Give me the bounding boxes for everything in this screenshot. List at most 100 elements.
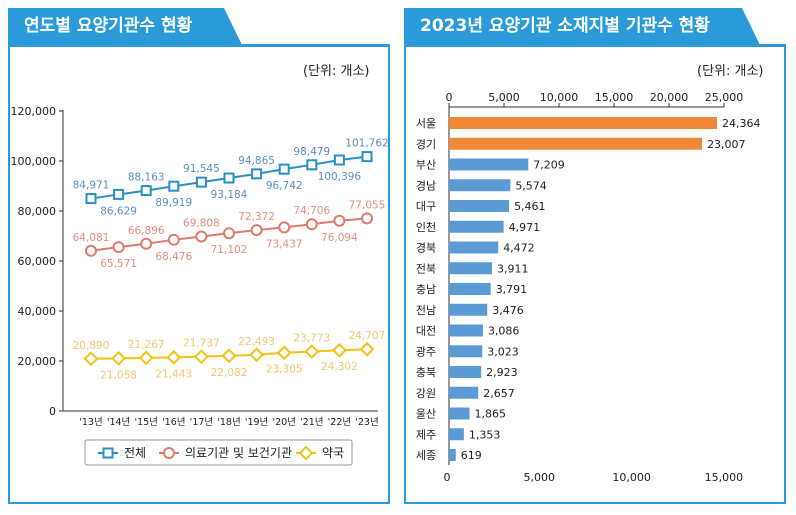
bar-3	[449, 179, 511, 192]
bar-value-label: 5,461	[514, 200, 546, 213]
bar-5	[449, 220, 504, 233]
top-tick-label: 25,000	[705, 91, 744, 104]
data-point	[278, 163, 290, 175]
data-point	[112, 241, 125, 254]
bar-value-label: 619	[461, 449, 482, 462]
x-tick-label: '13년	[79, 417, 102, 428]
data-label: 89,919	[155, 197, 192, 209]
data-point	[333, 214, 346, 227]
y-tick-label: 60,000	[18, 255, 57, 268]
data-label: 101,762	[345, 138, 388, 150]
bar-value-label: 2,657	[483, 387, 515, 400]
data-label: 73,437	[266, 238, 303, 250]
bar-value-label: 4,472	[503, 242, 535, 255]
bottom-tick-label: 10,000	[612, 471, 651, 484]
category-label: 광주	[416, 345, 436, 358]
top-tick-label: 15,000	[595, 91, 634, 104]
data-point	[250, 224, 263, 237]
data-label: 64,081	[73, 232, 110, 244]
data-label: 72,372	[238, 211, 275, 223]
legend-label: 전체	[124, 446, 146, 460]
data-point	[278, 221, 291, 234]
data-label: 69,808	[183, 217, 220, 229]
legend-box	[84, 439, 353, 466]
bar-4	[449, 200, 510, 212]
data-point	[223, 227, 235, 240]
category-label: 전북	[416, 262, 436, 275]
left-panel	[8, 44, 390, 504]
data-point	[276, 345, 292, 361]
y-tick-label: 40,000	[18, 305, 57, 318]
bar-value-label: 3,911	[497, 262, 529, 275]
bar-11	[449, 345, 483, 358]
data-point	[305, 218, 318, 231]
x-tick-label: '14년	[107, 417, 130, 428]
y-tick-label: 20,000	[18, 355, 57, 368]
x-tick-label: '22년	[328, 417, 351, 428]
bottom-tick-label: 5,000	[524, 471, 556, 484]
data-point	[83, 351, 99, 367]
x-tick-label: '21년	[300, 417, 323, 428]
category-label: 충북	[416, 366, 436, 379]
bar-10	[449, 324, 483, 337]
data-label: 91,545	[183, 163, 220, 175]
data-label: 21,737	[183, 338, 220, 350]
bar-15	[449, 428, 464, 441]
x-tick-label: '18년	[217, 417, 240, 428]
data-label: 20,890	[73, 340, 110, 352]
data-point	[195, 176, 207, 188]
y-tick-label: 0	[49, 405, 56, 418]
top-tick-label: 10,000	[540, 91, 579, 104]
bar-value-label: 7,209	[533, 159, 565, 172]
data-label: 100,396	[318, 171, 362, 183]
y-tick-label: 120,000	[11, 105, 57, 118]
bar-value-label: 3,791	[496, 283, 528, 296]
data-label: 96,742	[266, 180, 303, 192]
category-label: 세종	[416, 449, 436, 462]
bar-2	[449, 158, 529, 171]
top-tick-label: 0	[446, 91, 453, 104]
data-label: 21,058	[100, 369, 137, 381]
bar-1	[449, 137, 703, 150]
category-label: 경기	[416, 138, 436, 151]
category-label: 강원	[416, 387, 436, 400]
category-label: 제주	[416, 428, 436, 441]
x-tick-label: '15년	[134, 417, 157, 428]
category-label: 울산	[416, 408, 436, 421]
x-tick-label: '17년	[190, 417, 213, 428]
x-tick-label: '16년	[162, 417, 185, 428]
top-tick-label: 20,000	[650, 91, 689, 104]
bar-value-label: 3,086	[488, 325, 520, 338]
right-unit-label: (단위: 개소)	[697, 64, 764, 79]
bar-14	[449, 407, 470, 420]
data-point	[138, 350, 154, 366]
data-point	[140, 237, 153, 250]
category-label: 경남	[416, 179, 436, 192]
data-point	[140, 185, 152, 197]
data-label: 24,707	[349, 330, 386, 342]
category-label: 서울	[416, 117, 436, 130]
legend-marker-icon	[298, 445, 314, 461]
bar-6	[449, 241, 499, 254]
data-point	[249, 347, 265, 363]
bar-0	[449, 117, 718, 129]
data-point	[306, 159, 318, 171]
data-label: 65,571	[100, 258, 137, 270]
data-label: 77,055	[349, 199, 386, 211]
data-label: 23,305	[266, 364, 303, 376]
legend-label: 약국	[322, 445, 344, 460]
data-point	[85, 244, 97, 257]
data-point	[166, 349, 182, 365]
category-label: 부산	[416, 159, 436, 172]
legend-marker-icon	[102, 447, 114, 459]
category-label: 충남	[416, 283, 436, 296]
left-unit-label: (단위: 개소)	[303, 64, 370, 79]
data-point	[111, 350, 127, 366]
bar-value-label: 24,364	[722, 117, 761, 130]
data-label: 71,102	[211, 244, 248, 256]
bar-value-label: 1,353	[469, 428, 501, 441]
bar-8	[449, 283, 491, 295]
bar-12	[449, 366, 482, 378]
data-label: 21,443	[155, 368, 192, 380]
data-label: 94,865	[238, 155, 275, 167]
